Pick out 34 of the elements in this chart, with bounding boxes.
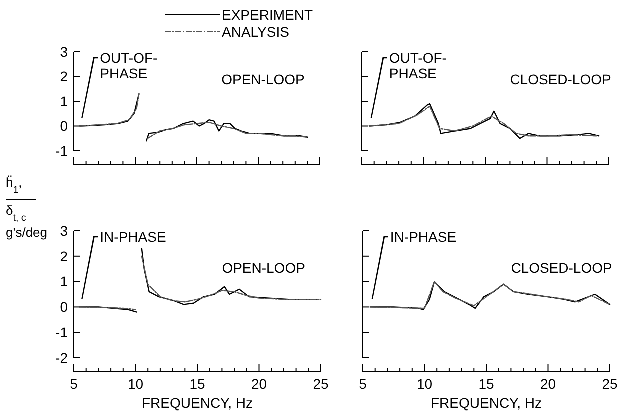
y-tick-label: 0 [60, 118, 68, 134]
y-tick-label: -1 [56, 324, 68, 340]
y-axis-title: ḧ$_{1}$, δ$_{t, c}$ g's/deg [6, 175, 48, 240]
x-tick-label: 20 [540, 376, 556, 392]
x-tick-label: 15 [190, 376, 206, 392]
annotation: OPEN-LOOP [222, 260, 306, 276]
annotation: OUT-OF-PHASE [100, 50, 158, 82]
annotation: OPEN-LOOP [222, 72, 305, 88]
x-tick-label: 5 [359, 376, 368, 392]
x-tick-label: 25 [313, 376, 329, 392]
x-tick-label: 15 [478, 376, 494, 392]
annotation: OUT-OF-PHASE [389, 50, 448, 82]
annotation: CLOSED-LOOP [510, 72, 612, 88]
y-tick-label: 0 [60, 299, 68, 316]
legend-label: ANALYSIS [222, 24, 290, 40]
x-tick-label: 10 [416, 376, 433, 392]
legend-label: EXPERIMENT [222, 6, 314, 23]
x-tick-label: 10 [128, 376, 144, 392]
y-tick-label: -1 [56, 142, 68, 159]
x-axis-title: FREQUENCY, Hz [431, 395, 542, 411]
y-tick-label: 2 [60, 68, 68, 85]
annotation: CLOSED-LOOP [511, 260, 612, 276]
annotation: IN-PHASE [390, 228, 457, 245]
y-tick-label: 1 [60, 93, 68, 110]
y-tick-label: 1 [60, 274, 68, 290]
y-tick-label: 3 [60, 222, 68, 239]
annotation: IN-PHASE [100, 228, 166, 245]
x-tick-label: 20 [251, 376, 268, 392]
y-tick-label: 2 [60, 248, 68, 264]
x-axis-title: FREQUENCY, Hz [142, 395, 253, 411]
y-tick-label: -2 [56, 350, 68, 366]
y-tick-label: 3 [60, 44, 68, 60]
x-tick-label: 25 [602, 376, 618, 392]
x-tick-label: 5 [70, 376, 78, 392]
